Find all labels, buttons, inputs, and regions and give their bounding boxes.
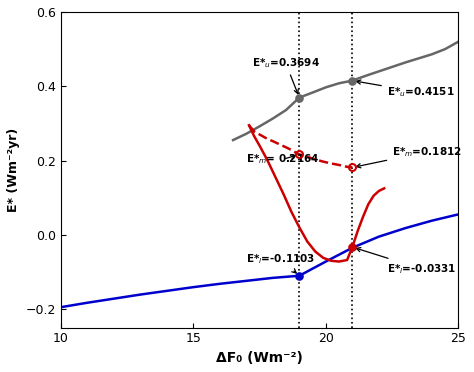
Y-axis label: E* (Wm⁻²yr): E* (Wm⁻²yr) [7, 128, 20, 212]
Text: E*$_l$=-0.1103: E*$_l$=-0.1103 [246, 253, 315, 273]
X-axis label: ΔF₀ (Wm⁻²): ΔF₀ (Wm⁻²) [216, 351, 303, 365]
Text: E*$_u$=0.4151: E*$_u$=0.4151 [356, 80, 455, 99]
Text: E*$_u$=0.3694: E*$_u$=0.3694 [252, 56, 319, 94]
Text: E*$_m$= 0.2164: E*$_m$= 0.2164 [246, 153, 320, 166]
Text: E*$_l$=-0.0331: E*$_l$=-0.0331 [356, 248, 456, 276]
Text: E*$_m$=0.1812: E*$_m$=0.1812 [356, 145, 462, 168]
